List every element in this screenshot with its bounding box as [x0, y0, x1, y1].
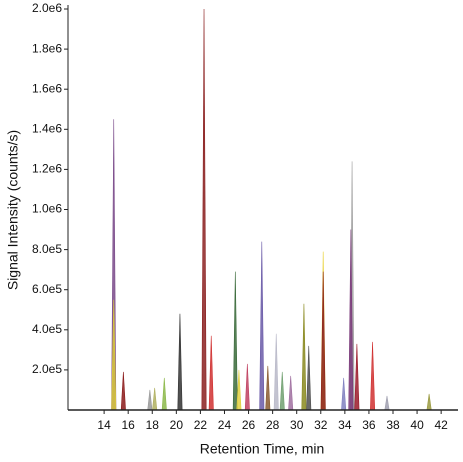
peak [370, 341, 376, 411]
y-axis-title: Signal Intensity (counts/s) [5, 130, 21, 290]
x-tick-label: 16 [122, 418, 136, 432]
peak [152, 387, 158, 411]
x-tick-label: 36 [362, 418, 376, 432]
y-tick-label: 1.2e6 [32, 162, 62, 176]
peak [208, 335, 214, 411]
peak [354, 343, 360, 411]
peak [177, 313, 183, 411]
peak [265, 365, 271, 411]
y-tick-label: 8.0e5 [32, 242, 62, 256]
x-tick-label: 18 [146, 418, 160, 432]
peak [161, 377, 167, 411]
x-tick-label: 42 [434, 418, 448, 432]
peak [384, 395, 390, 411]
x-tick-label: 38 [386, 418, 400, 432]
peak [341, 377, 347, 411]
x-axis-title: Retention Time, min [200, 441, 325, 457]
peak [426, 393, 432, 411]
peak [244, 363, 250, 411]
x-tick-label: 30 [290, 418, 304, 432]
peak [273, 333, 279, 411]
peak [259, 241, 265, 411]
x-tick-label: 28 [266, 418, 280, 432]
x-tick-label: 24 [218, 418, 232, 432]
y-tick-label: 1.0e6 [32, 202, 62, 216]
peak [147, 389, 153, 411]
y-tick-label: 1.6e6 [32, 81, 62, 95]
x-tick-label: 20 [170, 418, 184, 432]
x-tick-label: 34 [338, 418, 352, 432]
y-tick-label: 2.0e6 [32, 1, 62, 15]
peak [232, 271, 238, 411]
y-tick-label: 2.0e5 [32, 362, 62, 376]
y-tick-label: 6.0e5 [32, 282, 62, 296]
peak [320, 271, 326, 411]
x-tick-label: 40 [410, 418, 424, 432]
x-tick-label: 32 [314, 418, 328, 432]
y-tick-label: 1.4e6 [32, 121, 62, 135]
peak [201, 8, 207, 411]
y-tick-label: 1.8e6 [32, 41, 62, 55]
x-tick-label: 22 [194, 418, 208, 432]
x-tick-label: 26 [242, 418, 256, 432]
peak [301, 303, 307, 411]
peak [120, 371, 126, 411]
peak [279, 371, 285, 411]
peak [306, 345, 312, 411]
y-tick-label: 4.0e5 [32, 322, 62, 336]
x-tick-label: 14 [97, 418, 111, 432]
peak [288, 375, 294, 411]
